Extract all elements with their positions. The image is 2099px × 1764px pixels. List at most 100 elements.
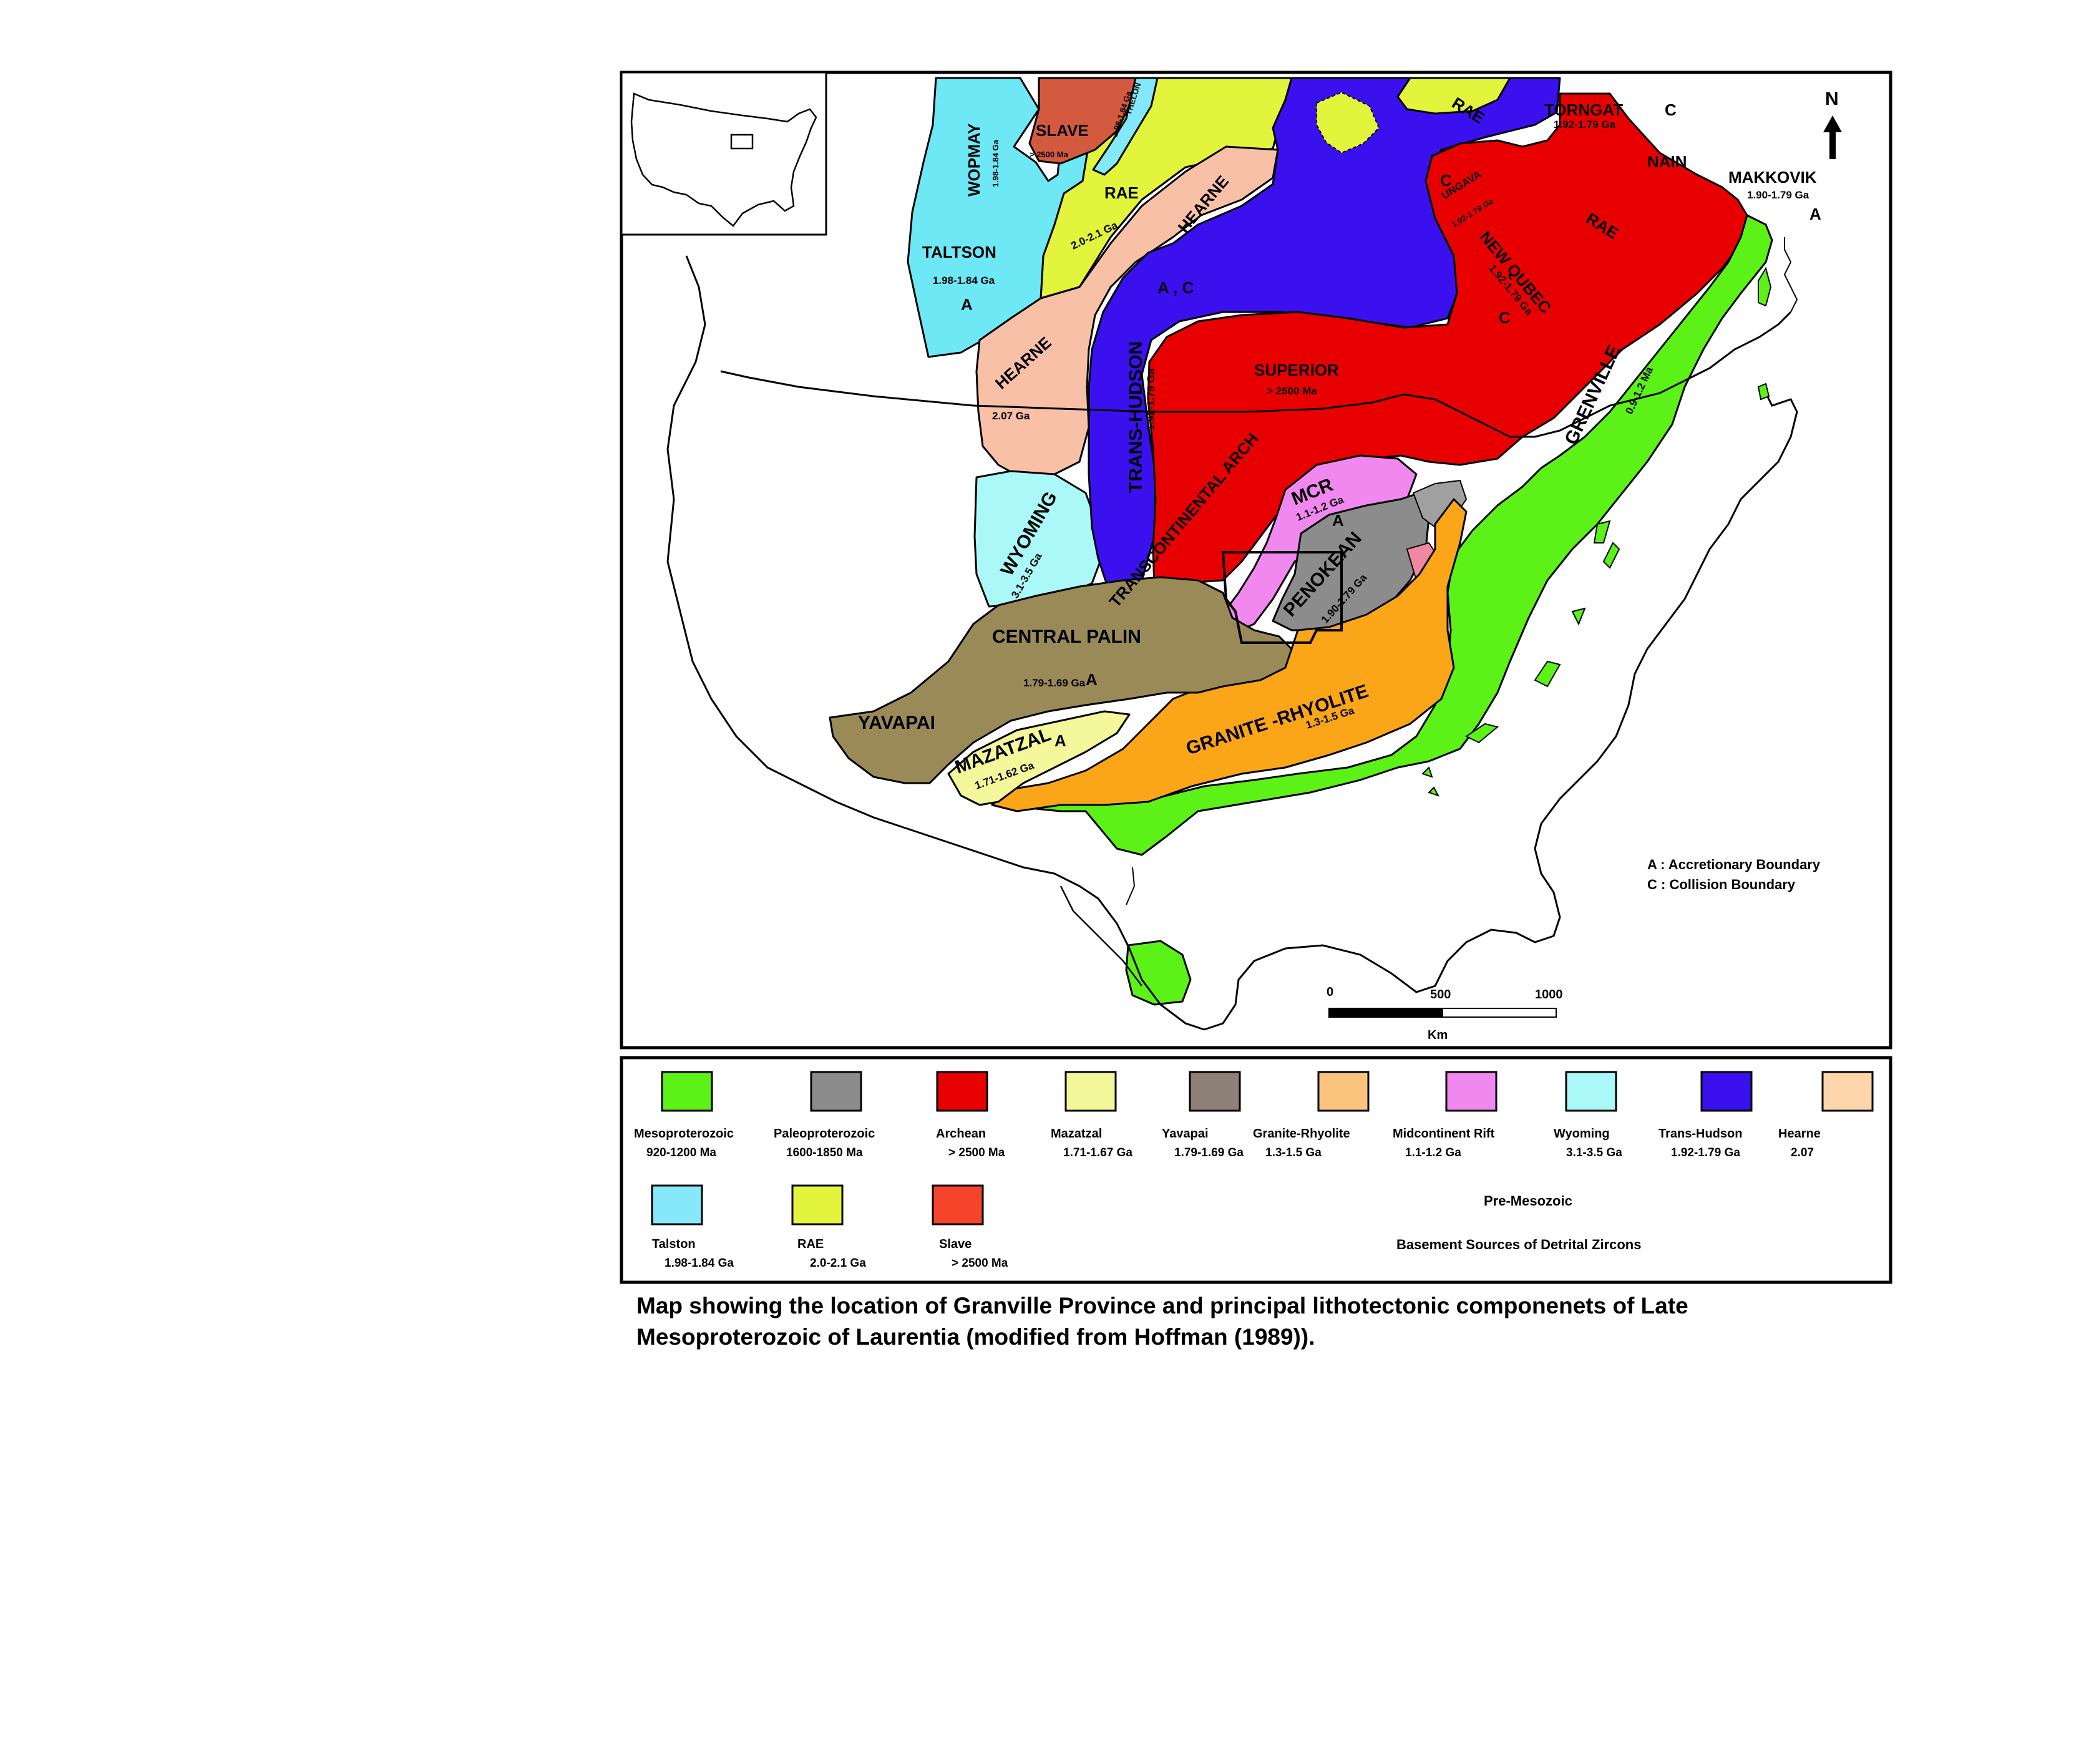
scale-tick-1000: 1000	[1535, 988, 1563, 1001]
legend-item-name: Wyoming	[1554, 1127, 1610, 1141]
label-central-palin: CENTRAL PALIN	[992, 626, 1141, 647]
legend-swatch	[932, 1184, 984, 1226]
label-nain: NAIN	[1647, 152, 1687, 171]
legend-item-age: 2.07	[1791, 1146, 1814, 1159]
legend-item-name: Mesoproterozoic	[634, 1127, 734, 1141]
caption-line-2: Mesoproterozoic of Laurentia (modified f…	[636, 1324, 1315, 1350]
label-c-ungava: C	[1440, 171, 1452, 190]
study-area-box	[1221, 551, 1343, 644]
boundary-key: A : Accretionary Boundary C : Collision …	[1647, 857, 1821, 892]
texas-green-patch	[1125, 940, 1192, 1006]
label-taltson-age: 1.98-1.84 Ga	[933, 275, 995, 286]
label-makkovik: MAKKOVIK	[1728, 168, 1817, 187]
scale-tick-0: 0	[1327, 985, 1333, 999]
legend-items: Mesoproterozoic 920-1200 Ma Paleoproterozo…	[634, 1071, 1874, 1270]
legend-item-age: 920-1200 Ma	[646, 1146, 716, 1159]
label-a-makkovik: A	[1809, 205, 1821, 223]
label-wopmay: WOPMAY	[965, 124, 983, 197]
label-wopmay-age: 1.98-1.84 Ga	[991, 139, 1000, 187]
legend-item-name: Granite-Rhyolite	[1253, 1127, 1350, 1141]
legend-item-name: Mazatzal	[1051, 1127, 1102, 1141]
legend-item-name: Yavapai	[1162, 1127, 1209, 1141]
legend-swatch	[1700, 1071, 1753, 1112]
rae-small-patch	[1316, 92, 1380, 153]
provinces	[829, 77, 1773, 1006]
us-inset-map	[620, 71, 827, 236]
legend-item-age: 1.92-1.79 Ga	[1671, 1146, 1740, 1159]
scale-unit: Km	[1428, 1028, 1448, 1042]
legend-item-age: 1.71-1.67 Ga	[1063, 1146, 1132, 1159]
mazatzal-region	[947, 710, 1131, 806]
central-palin-yavapai-region	[829, 576, 1293, 784]
label-a-central-palin: A	[1086, 670, 1098, 689]
legend-swatch	[1317, 1071, 1370, 1112]
legend-item-age: 2.0-2.1 Ga	[810, 1257, 866, 1270]
wyoming-region	[973, 470, 1103, 608]
label-taltson: TALTSON	[922, 243, 996, 261]
legend-swatch	[936, 1071, 988, 1112]
east-coast-islands	[1421, 266, 1772, 797]
legend-swatch	[1189, 1071, 1241, 1112]
continent-outline	[666, 237, 1798, 1031]
label-torngat: TORNGAT	[1544, 100, 1623, 119]
taltson-wopmay-region	[907, 77, 1109, 358]
label-c-new-qubec: C	[1499, 308, 1511, 327]
north-arrow: N	[1823, 89, 1842, 159]
label-makkovik-age: 1.90-1.79 Ga	[1747, 189, 1809, 201]
legend-swatch	[1821, 1071, 1874, 1112]
rae-region-north	[1396, 77, 1511, 115]
scale-tick-500: 500	[1430, 988, 1451, 1001]
boundary-key-accretionary: A : Accretionary Boundary	[1647, 857, 1821, 872]
legend-item-name: Paleoproterozoic	[774, 1127, 875, 1141]
legend-item-age: > 2500 Ma	[952, 1257, 1008, 1270]
label-a-mcr: A	[1332, 511, 1344, 530]
legend-swatch	[661, 1071, 713, 1112]
legend-item-name: Trans-Hudson	[1658, 1127, 1742, 1141]
scale-bar: 0 500 1000 Km	[1327, 985, 1563, 1042]
label-a-c: A , C	[1157, 278, 1194, 297]
legend-swatch	[810, 1071, 862, 1112]
legend-swatch	[1445, 1071, 1498, 1112]
caption-line-1: Map showing the location of Granville Pr…	[636, 1293, 1688, 1318]
legend-swatch	[651, 1184, 703, 1226]
legend-item-age: > 2500 Ma	[948, 1146, 1005, 1159]
legend-item-age: 3.1-3.5 Ga	[1566, 1146, 1622, 1159]
legend-item-name: Slave	[939, 1237, 972, 1251]
label-hearne-age: 2.07 Ga	[992, 410, 1030, 422]
penokean-region	[1272, 492, 1430, 631]
label-central-palin-age: 1.79-1.69 Ga	[1023, 677, 1086, 689]
legend-item-name: Archean	[936, 1127, 986, 1141]
thelon-strip	[1092, 77, 1159, 176]
label-slave: SLAVE	[1036, 121, 1089, 140]
legend-panel: Mesoproterozoic 920-1200 Ma Paleoproterozo…	[620, 1056, 1892, 1284]
map-panel: WOPMAY 1.98-1.84 Ga SLAVE > 2500 Ma THEL…	[620, 71, 1892, 1050]
legend-title-line1: Pre-Mesozoic	[1484, 1193, 1572, 1209]
legend-swatch	[1064, 1071, 1117, 1112]
legend-item-age: 1.98-1.84 Ga	[665, 1257, 734, 1270]
label-a-mazatzal: A	[1054, 731, 1066, 750]
label-trans-hudson-age: 1.92-1.79 Ga	[1145, 368, 1157, 431]
legend-item-age: 1.79-1.69 Ga	[1174, 1146, 1244, 1159]
north-arrow-label: N	[1825, 89, 1839, 109]
boundary-key-collision: C : Collision Boundary	[1647, 877, 1796, 892]
legend-swatch	[1565, 1071, 1617, 1112]
label-c-torngat: C	[1665, 100, 1677, 119]
label-superior: SUPERIOR	[1254, 361, 1339, 379]
north-arrow-icon	[1823, 115, 1842, 159]
legend-item-name: Midcontinent Rift	[1393, 1127, 1495, 1141]
label-rae-west: RAE	[1104, 183, 1139, 202]
legend-swatch	[791, 1184, 844, 1226]
label-superior-age: > 2500 Ma	[1267, 385, 1317, 397]
legend-title-line2: Basement Sources of Detrital Zircons	[1396, 1237, 1641, 1252]
legend-item-name: Hearne	[1778, 1127, 1821, 1141]
legend-item-age: 1.3-1.5 Ga	[1265, 1146, 1322, 1159]
legend-item-name: RAE	[797, 1237, 824, 1251]
label-torngat-age: 1.92-1.79 Ga	[1554, 119, 1616, 130]
figure-caption: Map showing the location of Granville Pr…	[636, 1290, 2059, 1353]
legend-item-age: 1.1-1.2 Ga	[1405, 1146, 1461, 1159]
label-a-taltson: A	[961, 295, 973, 314]
label-trans-hudson: TRANS-HUDSON	[1126, 341, 1146, 493]
grenville-region	[1010, 214, 1773, 856]
label-yavapai: YAVAPAI	[858, 713, 935, 733]
